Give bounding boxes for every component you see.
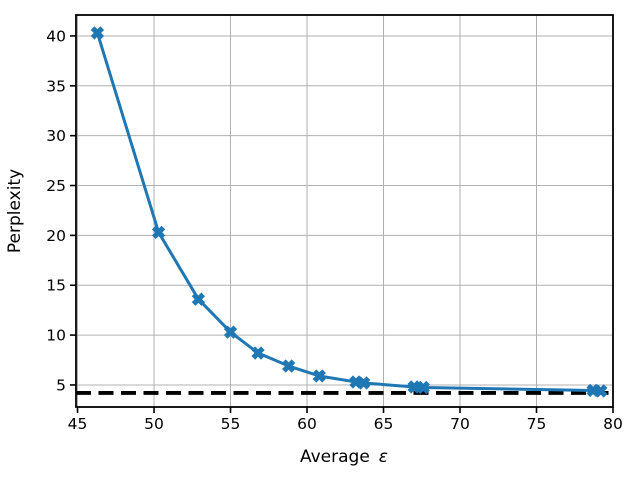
x-tick-label: 55 bbox=[221, 415, 241, 433]
data-point-marker bbox=[151, 225, 166, 240]
tick-label-layer: 45 50 55 60 65 70 75 80 5 10 15 20 25 30 35 40 bbox=[46, 27, 623, 433]
y-tick-label: 15 bbox=[46, 277, 66, 295]
plot-spines bbox=[75, 14, 614, 408]
data-point-marker bbox=[594, 384, 608, 398]
x-tick-label: 65 bbox=[374, 415, 394, 433]
data-point-marker bbox=[312, 369, 326, 383]
y-tick-label: 10 bbox=[46, 327, 66, 345]
y-tick-label: 20 bbox=[46, 227, 66, 245]
x-axis-label: Average ε bbox=[300, 447, 388, 467]
data-point-marker bbox=[416, 380, 430, 395]
axes-layer bbox=[70, 14, 614, 413]
x-tick-label: 50 bbox=[144, 415, 164, 433]
x-axis-label-epsilon-symbol: ε bbox=[379, 447, 388, 467]
x-tick-label: 60 bbox=[297, 415, 317, 433]
y-tick-label: 40 bbox=[46, 27, 66, 45]
data-line bbox=[95, 31, 603, 393]
data-point-marker bbox=[223, 325, 238, 339]
data-series-layer bbox=[90, 26, 608, 398]
x-tick-label: 70 bbox=[450, 415, 470, 433]
y-axis-label: Perplexity bbox=[5, 169, 25, 253]
data-point-marker bbox=[356, 376, 371, 390]
y-tick-label: 25 bbox=[46, 177, 66, 195]
data-point-marker bbox=[90, 26, 105, 40]
data-point-marker bbox=[282, 359, 296, 373]
data-point-marker bbox=[191, 292, 206, 306]
x-tick-label: 45 bbox=[68, 415, 88, 433]
y-tick-label: 5 bbox=[56, 376, 66, 394]
x-axis-label-text: Average bbox=[300, 447, 370, 467]
x-tick-label: 80 bbox=[603, 415, 623, 433]
y-tick-label: 35 bbox=[46, 77, 66, 95]
data-point-marker bbox=[251, 346, 265, 360]
grid-layer bbox=[76, 15, 614, 407]
y-tick-label: 30 bbox=[46, 127, 66, 145]
x-tick-label: 75 bbox=[527, 415, 547, 433]
